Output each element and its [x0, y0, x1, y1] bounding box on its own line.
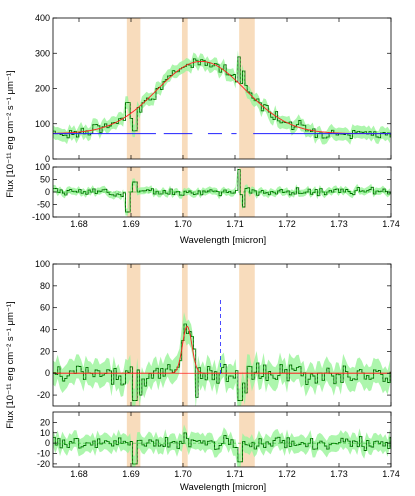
- y-tick-label: -20: [37, 390, 50, 400]
- spectrum-data-dashed: [53, 169, 391, 213]
- y-tick-label: 20: [40, 346, 50, 356]
- y-tick-label: 0: [45, 154, 50, 164]
- y-tick-label: 10: [40, 428, 50, 438]
- spectrum-data-dashed: [53, 56, 391, 139]
- y-tick-label: -100: [32, 212, 50, 222]
- y-tick-label: 0: [45, 187, 50, 197]
- x-tick-label: 1.74: [382, 219, 400, 229]
- y-tick-label: 80: [40, 281, 50, 291]
- top-main-panel: 0 100 200 300 400: [35, 13, 392, 164]
- y-tick-label: 20: [40, 417, 50, 427]
- model-fit-curve: [53, 60, 391, 135]
- y-tick-label: 300: [35, 48, 50, 58]
- plot-frame: [52, 411, 392, 468]
- y-tick-label: -10: [37, 449, 50, 459]
- x-tick-label: 1.70: [174, 469, 192, 479]
- y-tick-label: 200: [35, 84, 50, 94]
- plot-frame: [52, 263, 392, 407]
- y-tick-label: 100: [35, 259, 50, 269]
- x-tick-label: 1.69: [122, 219, 140, 229]
- y-tick-label: 0: [45, 368, 50, 378]
- top-residual-panel: -100 -50 0 50 100 1.68 1.69 1.70 1.71 1.72 1.73 1.7…: [32, 162, 400, 229]
- x-tick-label: 1.72: [278, 469, 296, 479]
- y-tick-label: 100: [35, 119, 50, 129]
- y-tick-label: -50: [37, 200, 50, 210]
- x-tick-label: 1.70: [174, 219, 192, 229]
- x-tick-label: 1.69: [122, 469, 140, 479]
- error-band: [53, 312, 390, 406]
- top-xlabel: Wavelength [micron]: [180, 235, 266, 246]
- error-band: [53, 50, 390, 145]
- bottom-main-panel: -20 0 20 40 60 80 100: [35, 259, 392, 407]
- shaded-region-0: [126, 18, 141, 159]
- x-tick-label: 1.71: [226, 469, 244, 479]
- y-tick-label: 60: [40, 303, 50, 313]
- bottom-ylabel: Flux [10⁻¹¹ erg cm⁻² s⁻¹ μm⁻¹]: [5, 301, 16, 428]
- x-tick-label: 1.68: [70, 219, 88, 229]
- x-tick-label: 1.73: [330, 219, 348, 229]
- x-tick-label: 1.72: [278, 219, 296, 229]
- error-band: [53, 424, 390, 467]
- y-tick-label: 0: [45, 438, 50, 448]
- y-tick-label: -20: [37, 459, 50, 469]
- error-band: [53, 167, 390, 216]
- x-tick-label: 1.68: [70, 469, 88, 479]
- x-tick-label: 1.73: [330, 469, 348, 479]
- spectrum-data-dashed: [53, 323, 391, 401]
- y-tick-label: 100: [35, 162, 50, 172]
- y-tick-label: 400: [35, 13, 50, 23]
- top-ylabel: Flux [10⁻¹¹ erg cm⁻² s⁻¹ μm⁻¹]: [5, 70, 16, 197]
- y-tick-label: 50: [40, 175, 50, 185]
- x-tick-label: 1.71: [226, 219, 244, 229]
- bottom-xlabel: Wavelength [micron]: [180, 482, 266, 493]
- shaded-region-1: [181, 18, 188, 159]
- x-tick-label: 1.74: [382, 469, 400, 479]
- y-tick-label: 40: [40, 325, 50, 335]
